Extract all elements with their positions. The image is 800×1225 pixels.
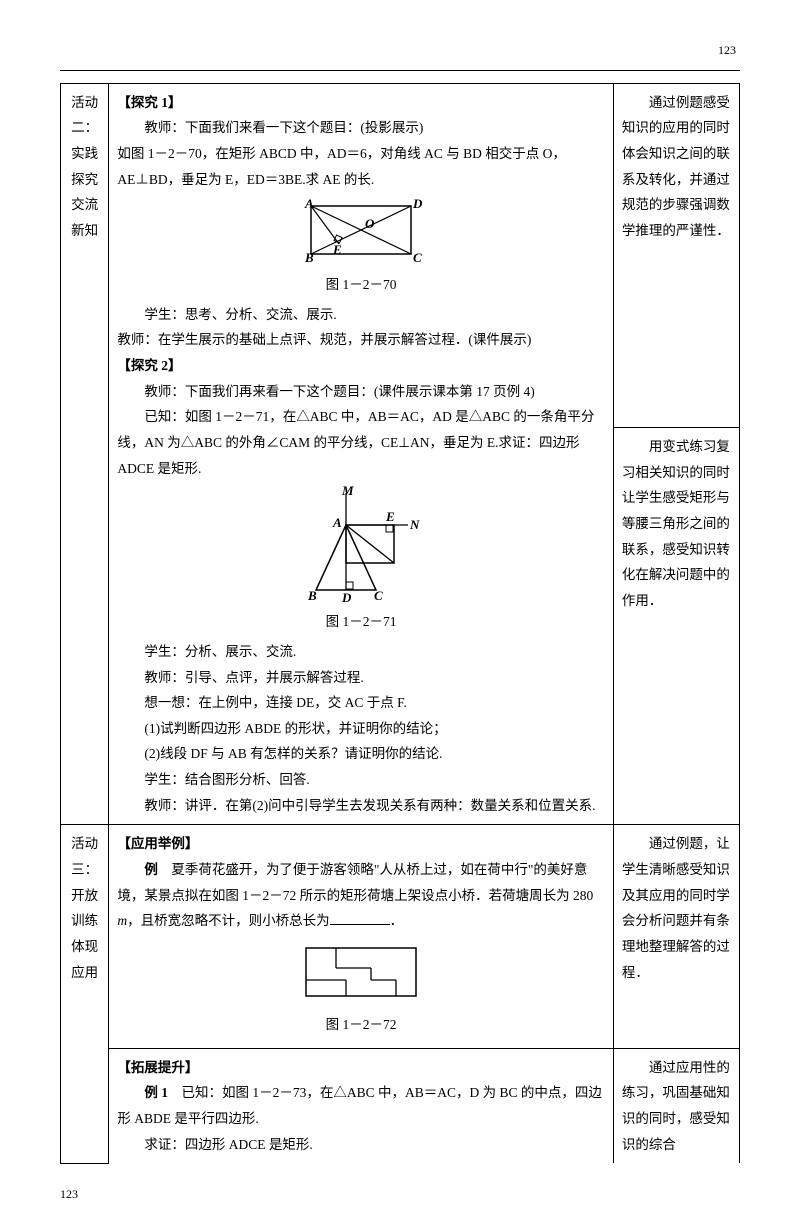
activity-3-note-extend: 通过应用性的练习，巩固基础知识的同时，感受知识的综合 [613, 1048, 739, 1163]
activity-3-extend-body: 【拓展提升】 例 1 已知：如图 1－2－73，在△ABC 中，AB＝AC，D … [109, 1048, 614, 1163]
explore2-t9: 教师：讲评．在第(2)问中引导学生去发现关系有两种：数量关系和位置关系. [117, 793, 605, 819]
figure-1-2-70: A D B C O E [117, 196, 605, 268]
note1-text: 通过例题感受知识的应用的同时体会知识之间的联系及转化，并通过规范的步骤强调数学推… [622, 95, 730, 238]
apply-t1d: ，且桥宽忽略不计，则小桥总长为 [127, 913, 330, 928]
activity-3-row-2: 【拓展提升】 例 1 已知：如图 1－2－73，在△ABC 中，AB＝AC，D … [61, 1048, 740, 1163]
apply-t1b: 夏季荷花盛开，为了便于游客领略"人从桥上过，如在荷中行"的美好意境，某景点拟在如… [117, 862, 593, 903]
explore2-heading: 【探究 2】 [117, 358, 181, 373]
note-extend-text: 通过应用性的练习，巩固基础知识的同时，感受知识的综合 [622, 1060, 730, 1152]
header-rule [60, 70, 740, 71]
page-number-bottom: 123 [60, 1184, 740, 1206]
explore1-t1: 教师：下面我们来看一下这个题目：(投影展示) [117, 115, 605, 141]
svg-text:A: A [332, 515, 342, 530]
svg-text:C: C [413, 250, 422, 265]
extend-t1: 例 1 已知：如图 1－2－73，在△ABC 中，AB＝AC，D 为 BC 的中… [117, 1080, 605, 1131]
svg-text:C: C [374, 588, 383, 603]
activity-2-note-2: 用变式练习复习相关知识的同时让学生感受矩形与等腰三角形之间的联系，感受知识转化在… [613, 428, 739, 825]
explore1-t2: 如图 1－2－70，在矩形 ABCD 中，AD＝6，对角线 AC 与 BD 相交… [117, 146, 566, 187]
explore2-t1: 教师：下面我们再来看一下这个题目：(课件展示课本第 17 页例 4) [117, 379, 605, 405]
svg-text:D: D [341, 590, 352, 605]
apply-heading: 【应用举例】 [117, 836, 198, 851]
figure-1-2-72 [117, 938, 605, 1008]
activity-3-row-1: 活动三：开放训练体现应用 【应用举例】 例 夏季荷花盛开，为了便于游客领略"人从… [61, 825, 740, 1048]
activity-3-note-apply: 通过例题，让学生清晰感受知识及其应用的同时学会分析问题并有条理地整理解答的过程． [613, 825, 739, 1048]
svg-text:E: E [332, 242, 342, 257]
activity-3-apply-body: 【应用举例】 例 夏季荷花盛开，为了便于游客领略"人从桥上过，如在荷中行"的美好… [109, 825, 614, 1048]
note2-text: 用变式练习复习相关知识的同时让学生感受矩形与等腰三角形之间的联系，感受知识转化在… [622, 439, 730, 608]
note-apply-text: 通过例题，让学生清晰感受知识及其应用的同时学会分析问题并有条理地整理解答的过程． [622, 836, 730, 979]
explore2-t2: 已知：如图 1－2－71，在△ABC 中，AB＝AC，AD 是△ABC 的一条角… [117, 404, 605, 481]
svg-text:B: B [304, 250, 314, 265]
explore1-t4: 教师：在学生展示的基础上点评、规范，并展示解答过程．(课件展示) [117, 332, 531, 347]
svg-text:M: M [341, 485, 354, 498]
svg-text:E: E [385, 509, 395, 524]
extend-ex1-label: 例 1 [144, 1085, 168, 1100]
page-number-top: 123 [60, 40, 740, 62]
explore2-t8: 学生：结合图形分析、回答. [117, 767, 605, 793]
activity-2-label-text: 活动二：实践探究交流新知 [71, 95, 98, 238]
svg-text:B: B [307, 588, 317, 603]
extend-t1b: 已知：如图 1－2－73，在△ABC 中，AB＝AC，D 为 BC 的中点，四边… [117, 1085, 602, 1126]
explore2-t5: 想一想：在上例中，连接 DE，交 AC 于点 F. [117, 690, 605, 716]
explore2-t3: 学生：分析、展示、交流. [117, 639, 605, 665]
svg-text:D: D [412, 196, 423, 211]
explore2-t4: 教师：引导、点评，并展示解答过程. [117, 665, 605, 691]
svg-text:O: O [365, 216, 375, 231]
activity-3-label-text: 活动三：开放训练体现应用 [71, 836, 98, 979]
apply-t1c: m [117, 913, 127, 928]
figure-1-2-71: A M E N B D C [117, 485, 605, 605]
apply-t1: 例 夏季荷花盛开，为了便于游客领略"人从桥上过，如在荷中行"的美好意境，某景点拟… [117, 857, 605, 934]
fig-1-2-72-caption: 图 1－2－72 [117, 1012, 605, 1038]
apply-ex-label: 例 [144, 862, 158, 877]
explore2-t7: (2)线段 DF 与 AB 有怎样的关系？请证明你的结论. [117, 741, 605, 767]
blank-fill [330, 912, 390, 926]
activity-2-label: 活动二：实践探究交流新知 [61, 83, 109, 825]
extend-heading: 【拓展提升】 [117, 1060, 198, 1075]
lesson-table: 活动二：实践探究交流新知 【探究 1】 教师：下面我们来看一下这个题目：(投影展… [60, 83, 740, 1164]
fig-1-2-71-caption: 图 1－2－71 [117, 609, 605, 635]
svg-text:N: N [409, 517, 420, 532]
activity-3-label: 活动三：开放训练体现应用 [61, 825, 109, 1163]
explore1-t3: 学生：思考、分析、交流、展示. [117, 302, 605, 328]
extend-t2: 求证：四边形 ADCE 是矩形. [117, 1132, 605, 1158]
activity-2-row-1: 活动二：实践探究交流新知 【探究 1】 教师：下面我们来看一下这个题目：(投影展… [61, 83, 740, 427]
apply-t1e: ． [390, 913, 404, 928]
explore1-heading: 【探究 1】 [117, 95, 181, 110]
activity-2-body: 【探究 1】 教师：下面我们来看一下这个题目：(投影展示) 如图 1－2－70，… [109, 83, 614, 825]
svg-text:A: A [304, 196, 314, 211]
fig-1-2-70-caption: 图 1－2－70 [117, 272, 605, 298]
activity-2-note-1: 通过例题感受知识的应用的同时体会知识之间的联系及转化，并通过规范的步骤强调数学推… [613, 83, 739, 427]
explore2-t6: (1)试判断四边形 ABDE 的形状，并证明你的结论； [117, 716, 605, 742]
